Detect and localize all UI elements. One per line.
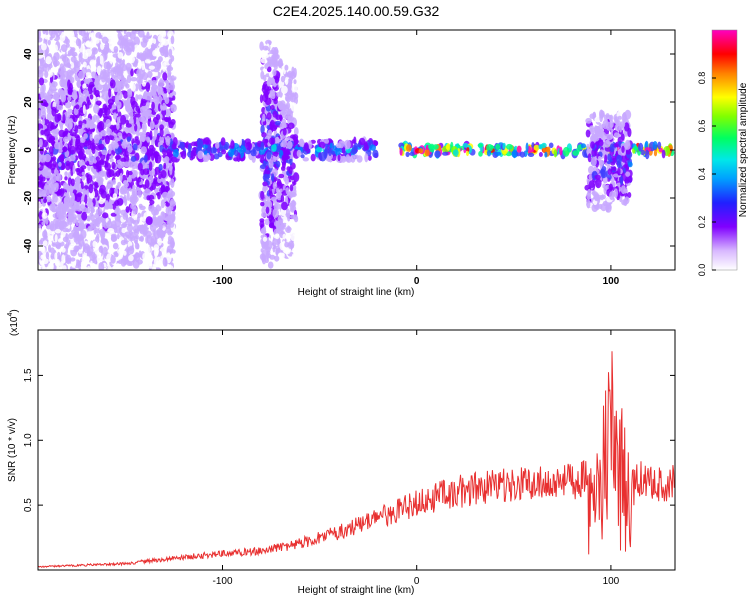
snr-multiplier-exp: 4 (7, 313, 14, 317)
colorbar-ticks: 0.0 0.2 0.4 0.6 0.8 (697, 72, 716, 277)
snr-ticks: -100 0 100 0.5 1.0 1.5 (23, 330, 675, 587)
snr-multiplier-base: (x10 (9, 316, 20, 336)
snr-ytick-label: 0.5 (23, 498, 34, 512)
snr-ytick-label: 1.5 (23, 368, 34, 382)
snr-xtick-label: -100 (212, 576, 232, 587)
spectrogram-xtick-label: -100 (212, 276, 232, 287)
chart-title: C2E4.2025.140.00.59.G32 (273, 3, 440, 19)
spectrogram-ytick-label: -20 (23, 190, 34, 205)
spectrogram-xtick-label: 100 (603, 276, 620, 287)
colorbar (711, 29, 738, 271)
spectrogram-ticks: -100 0 100 -40 -20 0 20 40 (23, 30, 675, 287)
snr-ytick-label: 1.0 (23, 433, 34, 447)
svg-text:(x104): (x104) (7, 309, 20, 336)
spectrogram-ytick-label: 0 (23, 147, 34, 153)
snr-xlabel: Height of straight line (km) (298, 585, 415, 596)
spectrogram-feature (162, 135, 379, 164)
spectrogram-feature (38, 30, 177, 270)
spectrogram-ytick-label: -40 (23, 238, 34, 253)
snr-ylabel: SNR (10 * v/v) (7, 418, 18, 482)
colorbar-tick-label: 0.0 (697, 264, 707, 277)
spectrogram-xtick-label: 0 (414, 276, 420, 287)
colorbar-label: Normalized spectral amplitude (738, 82, 749, 217)
spectrogram-feature (277, 63, 300, 262)
snr-xtick-label: 0 (414, 576, 420, 587)
spectrogram-xlabel: Height of straight line (km) (298, 287, 415, 298)
snr-frame (37, 329, 676, 571)
spectrogram-feature (398, 140, 675, 160)
spectrogram-ytick-label: 40 (23, 48, 34, 60)
snr-series-line (38, 351, 675, 568)
spectrogram-ylabel: Frequency (Hz) (7, 116, 18, 185)
spectrogram-ytick-label: 20 (23, 96, 34, 108)
spectrogram-plot (38, 30, 675, 270)
colorbar-tick-label: 0.8 (697, 72, 707, 85)
colorbar-tick-label: 0.2 (697, 216, 707, 229)
snr-xtick-label: 100 (603, 576, 620, 587)
snr-multiplier-close: ) (9, 309, 20, 312)
snr-multiplier: (x104) (7, 309, 20, 336)
snr-plot (38, 351, 675, 568)
colorbar-tick-label: 0.6 (697, 120, 707, 133)
spectrogram-feature (584, 109, 633, 213)
colorbar-tick-label: 0.4 (697, 168, 707, 181)
